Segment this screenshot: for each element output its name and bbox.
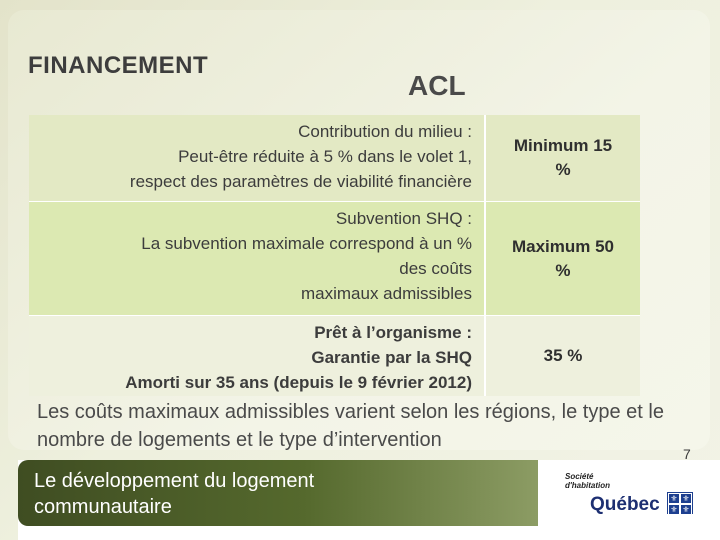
page-number: 7: [683, 446, 691, 462]
row-description: Contribution du milieu : Peut-être rédui…: [29, 115, 486, 201]
row-value: Maximum 50 %: [486, 202, 640, 315]
table-row: Prêt à l’organisme : Garantie par la SHQ…: [29, 315, 640, 396]
row-value-line: Minimum 15: [513, 136, 613, 155]
row-description-line: Subvention SHQ :: [335, 209, 472, 228]
row-value: 35 %: [486, 316, 640, 396]
row-description: Prêt à l’organisme : Garantie par la SHQ…: [29, 316, 486, 396]
row-description-line: Contribution du milieu :: [298, 122, 472, 141]
column-title: ACL: [408, 70, 466, 101]
row-value: Minimum 15 %: [486, 115, 640, 201]
row-description-line: Prêt à l’organisme :: [314, 323, 472, 342]
financing-table: Contribution du milieu : Peut-être rédui…: [29, 115, 640, 396]
fleur-de-lis-flag-icon: ⚜ ⚜ ⚜ ⚜: [667, 492, 693, 515]
row-description-line: La subvention maximale correspond à un %: [141, 234, 472, 253]
shq-logo: Société d'habitation Québec ⚜ ⚜ ⚜ ⚜: [550, 462, 700, 522]
table-row: Subvention SHQ : La subvention maximale …: [29, 201, 640, 315]
row-description: Subvention SHQ : La subvention maximale …: [29, 202, 486, 315]
row-description-line: maximaux admissibles: [301, 284, 472, 303]
footer-line: communautaire: [34, 496, 172, 518]
logo-org-name: Société d'habitation: [565, 472, 611, 490]
row-description-line: Peut-être réduite à 5 % dans le volet 1,: [178, 147, 472, 166]
footer-band: [18, 460, 538, 526]
table-row: Contribution du milieu : Peut-être rédui…: [29, 115, 640, 201]
page-title: FINANCEMENT: [28, 52, 209, 79]
row-value-line: %: [555, 160, 571, 179]
row-value-line: 35 %: [543, 346, 583, 365]
row-description-line: Garantie par la SHQ: [311, 348, 472, 367]
row-description-line: des coûts: [399, 259, 472, 278]
footer-line: Le développement du logement: [34, 470, 315, 492]
row-value-line: %: [555, 260, 571, 280]
logo-wordmark: Québec: [590, 494, 660, 515]
row-description-line: respect des paramètres de viabilité fina…: [129, 172, 472, 191]
footer-title: Le développement du logement communautai…: [34, 468, 314, 520]
row-value-line: Maximum 50: [511, 236, 615, 256]
bottom-note: Les coûts maximaux admissibles varient s…: [37, 401, 664, 451]
row-description-line: Amorti sur 35 ans (depuis le 9 février 2…: [125, 373, 472, 392]
